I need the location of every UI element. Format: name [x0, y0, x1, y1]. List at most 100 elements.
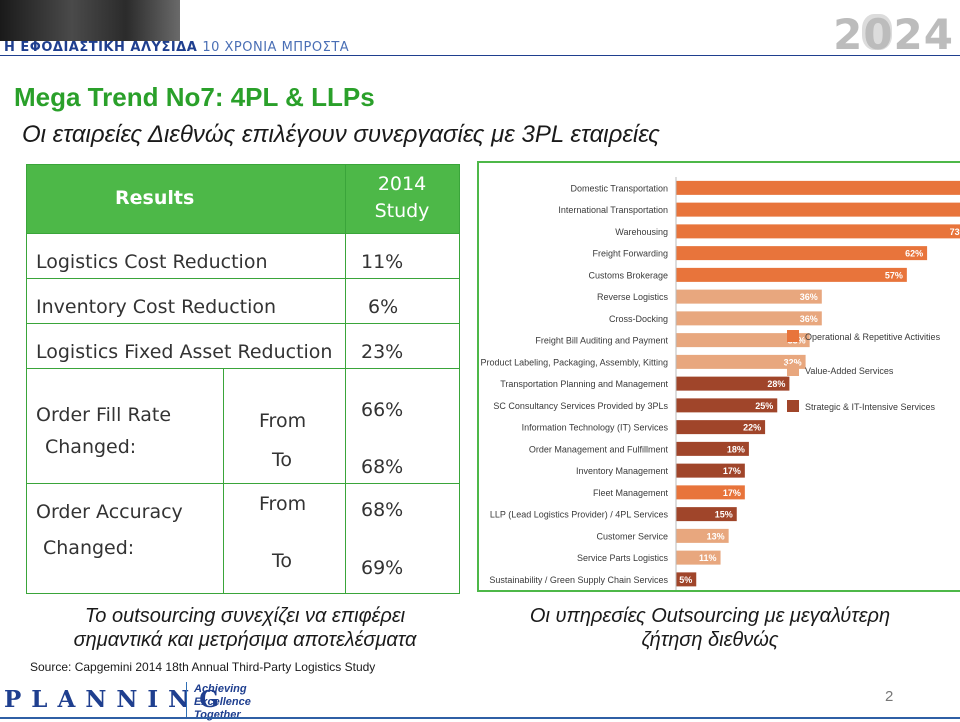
- bar: [676, 528, 729, 543]
- fill-rate-label-2: Changed:: [45, 436, 137, 458]
- bar: [676, 420, 766, 435]
- table-divider: [27, 483, 459, 484]
- table-divider: [27, 233, 459, 234]
- value-label: 25%: [755, 401, 773, 411]
- value-label: 15%: [715, 510, 733, 520]
- caption-left-line-2: σημαντικά και μετρήσιμα αποτελέσματα: [73, 629, 417, 651]
- tagline-line-3: Together: [194, 709, 241, 721]
- category-label: Reverse Logistics: [597, 292, 669, 302]
- legend-label: Operational & Repetitive Activities: [805, 332, 941, 342]
- fill-rate-label: Order Fill Rate: [36, 404, 172, 426]
- fill-rate-to: To: [272, 449, 293, 471]
- fill-rate-to-value: 68%: [361, 456, 404, 478]
- bar: [676, 311, 822, 326]
- value-label: 32%: [784, 357, 802, 367]
- bar: [676, 224, 960, 239]
- value-label: 36%: [800, 292, 818, 302]
- bar: [676, 180, 960, 195]
- category-label: Inventory Management: [576, 466, 669, 476]
- legend-label: Value-Added Services: [805, 366, 894, 376]
- bar: [676, 267, 907, 282]
- category-label: SC Consultancy Services Provided by 3PLs: [493, 401, 668, 411]
- value-label: 11%: [699, 553, 717, 563]
- legend-swatch: [787, 400, 799, 412]
- value-label: 17%: [723, 466, 741, 476]
- header-title-bold: Η ΕΦΟΔΙΑΣΤΙΚΗ ΑΛΥΣΙΔΑ: [4, 40, 198, 55]
- bar: [676, 376, 790, 391]
- category-label: Fleet Management: [593, 488, 669, 498]
- table-header: Results 2014 Study: [27, 165, 459, 233]
- header-year: 2024: [833, 10, 954, 59]
- category-label: Freight Forwarding: [592, 249, 668, 259]
- page-subtitle: Οι εταιρείες Διεθνώς επιλέγουν συνεργασί…: [22, 121, 660, 148]
- value-label: 22%: [743, 423, 761, 433]
- table-row-value: 23%: [361, 341, 404, 363]
- header-decoration: [862, 14, 892, 50]
- header-title-rest: 10 ΧΡΟΝΙΑ ΜΠΡΟΣΤΑ: [202, 40, 350, 55]
- category-label: Information Technology (IT) Services: [522, 423, 669, 433]
- header-title: Η ΕΦΟΔΙΑΣΤΙΚΗ ΑΛΥΣΙΔΑ 10 ΧΡΟΝΙΑ ΜΠΡΟΣΤΑ: [4, 40, 349, 55]
- table-divider: [27, 278, 459, 279]
- accuracy-from-value: 68%: [361, 499, 404, 521]
- table-divider: [345, 165, 346, 593]
- accuracy-to: To: [272, 550, 293, 572]
- fill-rate-from-value: 66%: [361, 399, 404, 421]
- category-label: Customer Service: [596, 531, 668, 541]
- legend-swatch: [787, 364, 799, 376]
- table-row-label: Inventory Cost Reduction: [36, 296, 277, 318]
- bar: [676, 202, 960, 217]
- page-title: Mega Trend No7: 4PL & LLPs: [14, 82, 375, 112]
- bar: [676, 507, 737, 522]
- legend-label: Strategic & IT-Intensive Services: [805, 402, 936, 412]
- table-row-value: 11%: [361, 251, 404, 273]
- header-strip: [0, 41, 960, 56]
- caption-right-line-1: Οι υπηρεσίες Outsourcing με μεγαλύτερη: [529, 605, 891, 627]
- category-label: Product Labeling, Packaging, Assembly, K…: [481, 357, 668, 367]
- bar: [676, 550, 721, 565]
- caption-left: Το outsourcing συνεχίζει να επιφέρει σημ…: [30, 604, 460, 652]
- category-label: LLP (Lead Logistics Provider) / 4PL Serv…: [490, 510, 669, 520]
- bar: [676, 289, 822, 304]
- value-label: 62%: [905, 249, 923, 259]
- table-row-label: Logistics Fixed Asset Reduction: [36, 341, 333, 363]
- category-label: Customs Brokerage: [588, 270, 668, 280]
- tagline-line-2: Excellence: [194, 696, 251, 708]
- table-divider: [27, 323, 459, 324]
- bar: [676, 354, 806, 369]
- footer-rule: [0, 717, 960, 719]
- table-header-results: Results: [115, 187, 195, 209]
- table-header-year-1: 2014: [377, 173, 427, 195]
- bar: [676, 572, 697, 587]
- table-row-value: 6%: [368, 296, 399, 318]
- table-divider: [223, 368, 224, 593]
- accuracy-to-value: 69%: [361, 557, 404, 579]
- category-label: Transportation Planning and Management: [500, 379, 668, 389]
- legend-swatch: [787, 330, 799, 342]
- category-label: Order Management and Fulfillment: [529, 444, 669, 454]
- bar: [676, 246, 928, 261]
- bar: [676, 441, 749, 456]
- table-divider: [27, 368, 459, 369]
- logo-divider: [186, 682, 187, 718]
- fill-rate-from: From: [259, 410, 307, 432]
- table-header-year: 2014 Study: [357, 171, 447, 225]
- value-label: 13%: [707, 531, 725, 541]
- bar: [676, 485, 745, 500]
- value-label: 18%: [727, 444, 745, 454]
- header-photo: [0, 0, 180, 42]
- value-label: 73%: [950, 227, 960, 237]
- category-label: Domestic Transportation: [570, 183, 668, 193]
- caption-left-line-1: Το outsourcing συνεχίζει να επιφέρει: [84, 605, 406, 627]
- value-label: 57%: [885, 270, 903, 280]
- category-label: Sustainability / Green Supply Chain Serv…: [489, 575, 668, 585]
- caption-right: Οι υπηρεσίες Outsourcing με μεγαλύτερη ζ…: [490, 604, 930, 652]
- category-label: Warehousing: [615, 227, 668, 237]
- header-banner: Η ΕΦΟΔΙΑΣΤΙΚΗ ΑΛΥΣΙΔΑ 10 ΧΡΟΝΙΑ ΜΠΡΟΣΤΑ …: [0, 0, 960, 59]
- category-label: International Transportation: [558, 205, 668, 215]
- caption-right-line-2: ζήτηση διεθνώς: [641, 629, 779, 651]
- table-row-label: Logistics Cost Reduction: [36, 251, 268, 273]
- tagline-line-1: Achieving: [194, 683, 247, 695]
- bar: [676, 463, 745, 478]
- planning-logo: P L A N N I N G: [4, 686, 220, 713]
- services-chart-svg: Domestic Transportation81%International …: [481, 177, 960, 591]
